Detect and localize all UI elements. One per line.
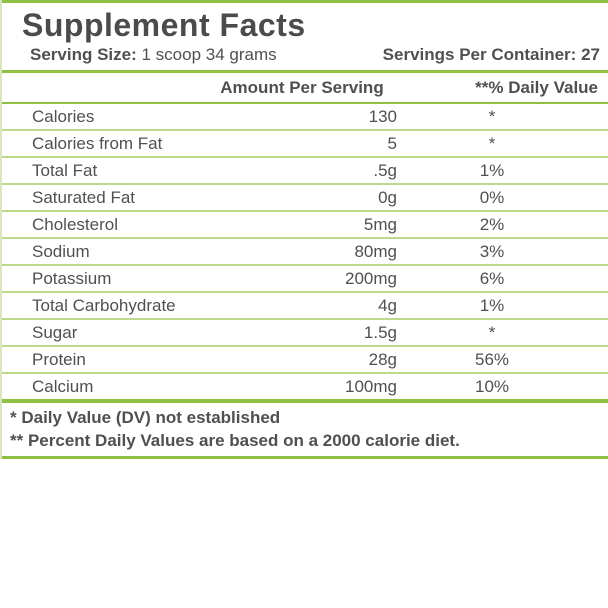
nutrient-amount: 1.5g (363, 322, 397, 342)
nutrient-name: Saturated Fat (32, 187, 136, 207)
nutrient-name: Sugar (32, 322, 78, 342)
table-row: Saturated Fat 0g 0% (2, 183, 608, 210)
bottom-border-line (2, 456, 608, 459)
serving-size-value: 1 scoop 34 grams (141, 45, 277, 64)
nutrient-name: Potassium (32, 268, 112, 288)
nutrient-amount: 200mg (345, 268, 397, 288)
nutrient-amount: 4g (378, 295, 397, 315)
nutrient-daily-value: * (488, 322, 496, 342)
nutrient-amount: 130 (368, 106, 397, 126)
top-border-line (2, 0, 608, 3)
table-row: Cholesterol 5mg 2% (2, 210, 608, 237)
nutrient-name: Sodium (32, 241, 90, 261)
nutrient-daily-value: 2% (479, 214, 505, 234)
divider-line (2, 102, 608, 104)
nutrient-daily-value: 56% (474, 349, 510, 369)
nutrient-name: Calories from Fat (32, 133, 163, 153)
nutrient-daily-value: 10% (474, 376, 510, 396)
serving-size-label: Serving Size: (30, 45, 137, 64)
table-row: Sugar 1.5g * (2, 318, 608, 345)
label-title: Supplement Facts (22, 7, 306, 43)
serving-size: Serving Size: 1 scoop 34 grams (30, 44, 277, 66)
nutrient-name: Protein (32, 349, 86, 369)
table-row: Calcium 100mg 10% (2, 372, 608, 399)
nutrient-amount: .5g (373, 160, 397, 180)
table-row: Total Fat .5g 1% (2, 156, 608, 183)
table-header-row: Amount Per Serving **% Daily Value (2, 73, 608, 102)
nutrient-daily-value: * (488, 106, 496, 126)
nutrient-amount: 80mg (354, 241, 397, 261)
nutrient-daily-value: 1% (479, 295, 505, 315)
nutrient-daily-value: * (488, 133, 496, 153)
nutrient-amount: 5mg (363, 214, 397, 234)
divider-line (2, 399, 608, 403)
nutrient-daily-value: 6% (479, 268, 505, 288)
table-row: Potassium 200mg 6% (2, 264, 608, 291)
table-row: Protein 28g 56% (2, 345, 608, 372)
table-row: Total Carbohydrate 4g 1% (2, 291, 608, 318)
nutrient-name: Total Carbohydrate (32, 295, 176, 315)
nutrient-name: Total Fat (32, 160, 98, 180)
footnotes: * Daily Value (DV) not established ** Pe… (2, 403, 608, 456)
nutrient-name: Calories (32, 106, 95, 126)
nutrient-amount: 28g (368, 349, 397, 369)
nutrient-table: Calories 130 * Calories from Fat 5 * Tot… (2, 104, 608, 399)
table-row: Calories 130 * (2, 104, 608, 129)
nutrient-name: Cholesterol (32, 214, 118, 234)
servings-per-container-label: Servings Per Container: (382, 45, 577, 64)
serving-info-row: Serving Size: 1 scoop 34 grams Servings … (2, 44, 608, 70)
nutrient-amount: 100mg (345, 376, 397, 396)
footnote-dv-not-established: * Daily Value (DV) not established (10, 408, 281, 427)
nutrient-daily-value: 0% (479, 187, 505, 207)
footnote-percent-daily-values: ** Percent Daily Values are based on a 2… (10, 431, 460, 450)
nutrient-daily-value: 1% (479, 160, 505, 180)
amount-per-serving-header: Amount Per Serving (220, 77, 384, 97)
table-row: Calories from Fat 5 * (2, 129, 608, 156)
nutrient-amount: 0g (378, 187, 397, 207)
nutrient-name: Calcium (32, 376, 94, 396)
nutrient-amount: 5 (387, 133, 397, 153)
servings-per-container-value: 27 (581, 45, 600, 64)
table-row: Sodium 80mg 3% (2, 237, 608, 264)
supplement-facts-label: Supplement Facts Serving Size: 1 scoop 3… (0, 0, 608, 459)
servings-per-container: Servings Per Container: 27 (383, 44, 600, 66)
divider-line (2, 70, 608, 73)
nutrient-daily-value: 3% (479, 241, 505, 261)
daily-value-header: **% Daily Value (475, 77, 598, 97)
